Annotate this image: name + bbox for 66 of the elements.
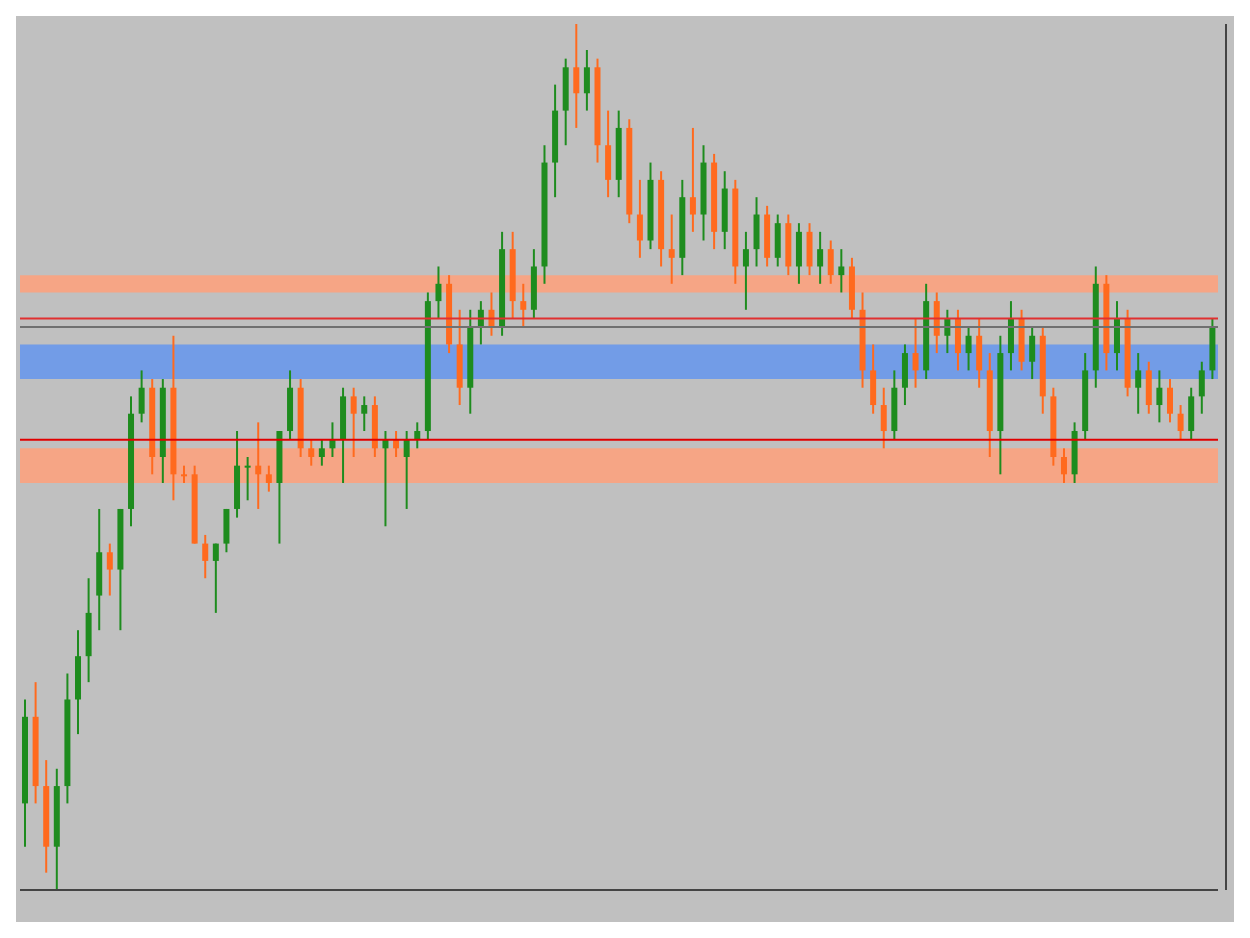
candlestick [435,265,442,320]
candlestick [1135,352,1142,415]
candlestick [255,421,262,510]
candlestick [1145,360,1152,415]
candlestick [75,629,82,736]
candlestick [668,213,675,285]
candlestick [742,230,749,311]
candlestick [774,213,781,268]
candlestick [753,196,760,268]
candlestick [689,126,696,233]
candlestick [340,386,347,484]
candlestick [1198,360,1205,415]
candlestick [721,170,728,251]
candlestick [265,464,272,493]
candlestick [85,577,92,684]
candlestick [583,48,590,112]
candlestick [573,23,580,129]
candlestick [234,430,241,519]
candlestick [1209,317,1216,381]
candlestick [636,178,643,259]
candlestick [827,239,834,285]
candlestick [138,369,145,424]
candlestick [1007,300,1014,372]
candlestick [350,386,357,458]
candlestick [287,369,294,441]
candlestick [562,57,569,147]
candlestick [1177,404,1184,441]
candlestick [223,507,230,554]
candlestick [785,213,792,277]
candlestick [318,438,325,467]
candlestick [1060,447,1067,484]
candlestick [912,317,919,389]
candlestick [817,230,824,285]
candlestick [838,248,845,294]
candlestick [361,395,368,433]
candlestick [1156,369,1163,424]
candlestick [106,542,113,597]
candlestick [414,421,421,450]
candlestick [520,282,527,329]
candlestick [605,109,612,199]
candlestick [764,204,771,268]
candlestick [212,542,219,614]
candlestick [308,438,315,467]
candlestick [1029,326,1036,381]
candlestick [1188,386,1195,441]
candlestick [954,308,961,372]
candlestick [870,343,877,415]
candlestick [371,395,378,458]
candlestick [403,430,410,510]
candlestick [202,533,209,580]
candlestick [244,456,251,502]
candlestick [806,222,813,277]
candlestick [848,256,855,320]
candlestick [1018,308,1025,372]
candlestick [1113,300,1120,372]
candlestick [96,507,103,632]
candlestick [965,326,972,372]
candlestick [891,369,898,441]
candlestick [880,386,887,450]
candlestick [530,248,537,320]
candlestick [976,317,983,389]
candlestick [1166,378,1173,424]
candlestick [795,222,802,285]
candlestick [456,308,463,407]
candlestick [901,343,908,407]
candlestick [1071,421,1078,484]
